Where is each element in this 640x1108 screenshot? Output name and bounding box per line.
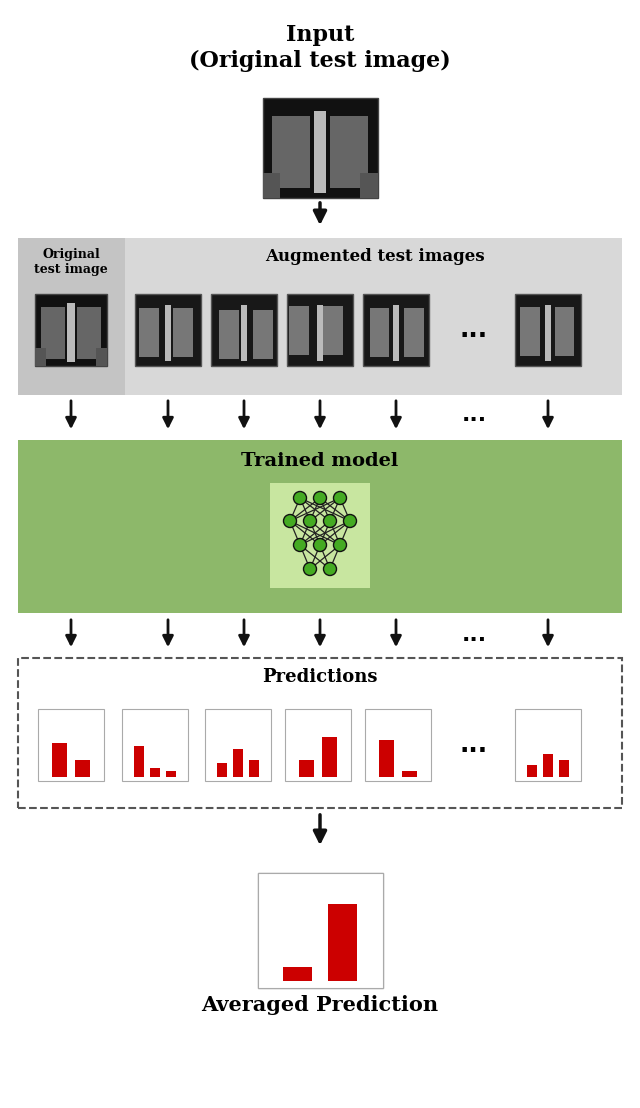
Circle shape xyxy=(333,538,346,552)
Bar xyxy=(403,771,417,777)
Bar xyxy=(205,709,271,781)
Bar xyxy=(515,709,581,781)
Bar xyxy=(555,307,575,356)
Bar xyxy=(253,310,273,359)
Bar xyxy=(404,308,424,358)
Bar xyxy=(76,760,90,777)
Bar xyxy=(52,743,67,777)
Text: ...: ... xyxy=(461,406,486,425)
Bar xyxy=(67,304,75,362)
Bar xyxy=(139,308,159,358)
Bar xyxy=(166,771,176,777)
Text: Input
(Original test image): Input (Original test image) xyxy=(189,24,451,72)
Bar xyxy=(515,294,581,366)
Bar xyxy=(559,760,569,777)
Bar xyxy=(545,305,551,361)
Text: ...: ... xyxy=(460,318,488,342)
Bar xyxy=(527,766,537,777)
Bar xyxy=(219,310,239,359)
Circle shape xyxy=(323,514,337,527)
Bar xyxy=(241,305,247,361)
Text: ...: ... xyxy=(461,625,486,645)
Text: Averaged Prediction: Averaged Prediction xyxy=(202,995,438,1015)
Bar xyxy=(328,904,356,981)
Bar xyxy=(270,482,370,587)
FancyArrowPatch shape xyxy=(239,401,248,427)
Circle shape xyxy=(333,492,346,504)
Bar xyxy=(217,762,227,777)
Bar xyxy=(285,709,351,781)
FancyArrowPatch shape xyxy=(67,401,76,427)
FancyArrowPatch shape xyxy=(392,401,401,427)
Bar xyxy=(262,98,378,198)
Bar xyxy=(289,306,308,356)
Bar xyxy=(249,760,259,777)
Bar xyxy=(38,709,104,781)
Circle shape xyxy=(314,492,326,504)
Circle shape xyxy=(303,514,317,527)
Text: ...: ... xyxy=(460,733,488,757)
Circle shape xyxy=(284,514,296,527)
Bar xyxy=(370,308,389,358)
Bar xyxy=(18,440,622,613)
FancyArrowPatch shape xyxy=(239,619,248,644)
Bar xyxy=(257,872,383,987)
Bar xyxy=(18,658,622,808)
Bar xyxy=(134,746,144,777)
Bar xyxy=(135,294,201,366)
Bar xyxy=(284,967,312,981)
Bar xyxy=(330,116,368,188)
Bar xyxy=(287,294,353,366)
FancyArrowPatch shape xyxy=(164,619,172,644)
Bar xyxy=(18,238,622,394)
Bar xyxy=(41,307,65,359)
FancyArrowPatch shape xyxy=(316,619,324,644)
Circle shape xyxy=(294,538,307,552)
Bar xyxy=(543,755,553,777)
Bar xyxy=(96,348,107,366)
FancyArrowPatch shape xyxy=(543,619,552,644)
Bar xyxy=(77,307,101,359)
Bar xyxy=(393,305,399,361)
Bar xyxy=(314,111,326,193)
Bar xyxy=(35,348,46,366)
Bar xyxy=(520,307,540,356)
Bar xyxy=(272,116,310,188)
FancyArrowPatch shape xyxy=(314,203,326,222)
Circle shape xyxy=(314,538,326,552)
FancyArrowPatch shape xyxy=(314,814,326,841)
Bar xyxy=(323,737,337,777)
FancyArrowPatch shape xyxy=(316,401,324,427)
Bar xyxy=(164,305,172,361)
Text: Augmented test images: Augmented test images xyxy=(265,248,485,265)
Bar xyxy=(365,709,431,781)
FancyArrowPatch shape xyxy=(67,619,76,644)
Circle shape xyxy=(344,514,356,527)
Bar xyxy=(233,749,243,777)
Bar xyxy=(379,740,394,777)
Bar xyxy=(150,768,160,777)
Bar xyxy=(323,306,343,356)
Text: Original
test image: Original test image xyxy=(34,248,108,276)
FancyArrowPatch shape xyxy=(392,619,401,644)
Bar xyxy=(363,294,429,366)
Circle shape xyxy=(294,492,307,504)
FancyArrowPatch shape xyxy=(543,401,552,427)
Bar xyxy=(173,308,193,358)
Bar xyxy=(35,294,107,366)
Bar xyxy=(257,872,383,987)
Bar xyxy=(211,294,277,366)
Text: Predictions: Predictions xyxy=(262,668,378,686)
Circle shape xyxy=(303,563,317,575)
Text: Trained model: Trained model xyxy=(241,452,399,470)
Bar xyxy=(299,760,314,777)
Bar xyxy=(122,709,188,781)
Bar xyxy=(18,238,125,394)
Bar xyxy=(317,305,323,361)
Circle shape xyxy=(323,563,337,575)
Bar xyxy=(262,173,280,198)
FancyArrowPatch shape xyxy=(164,401,172,427)
Bar xyxy=(360,173,378,198)
